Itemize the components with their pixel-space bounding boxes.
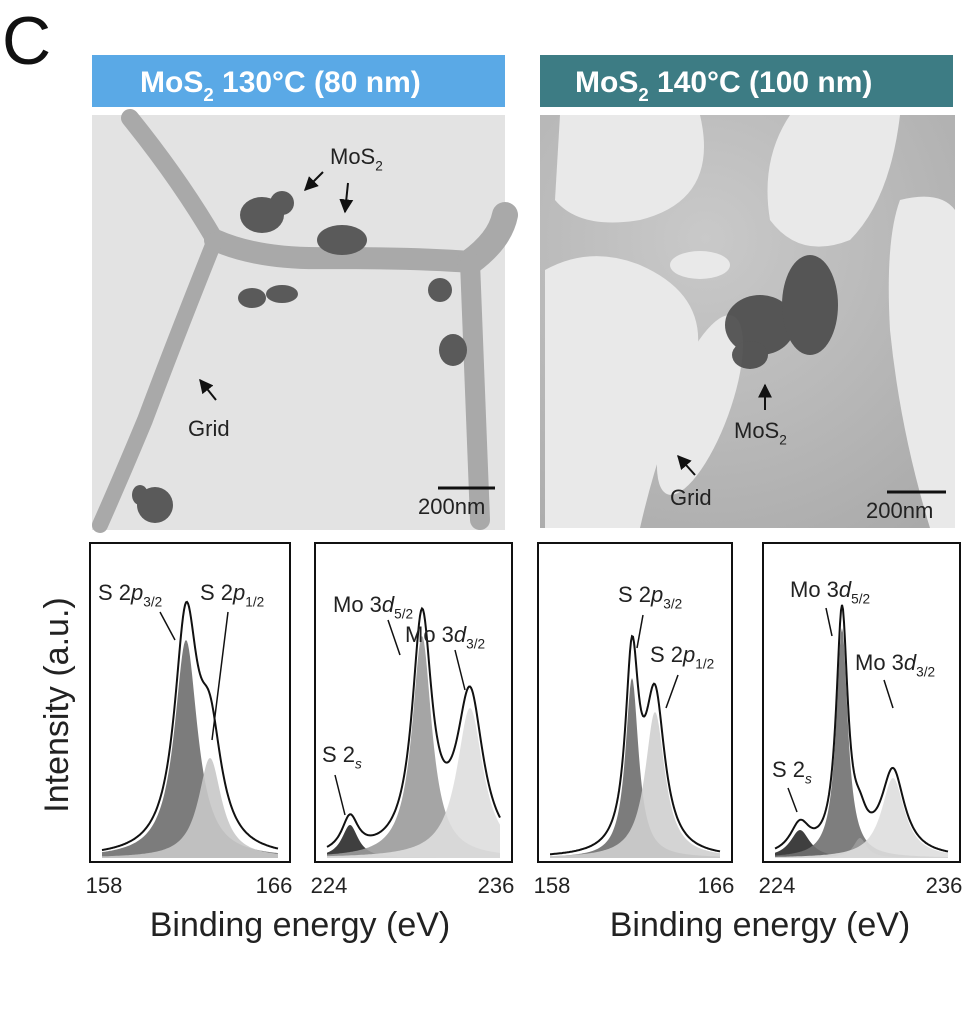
orbital: d bbox=[454, 622, 467, 647]
label-part: S 2 bbox=[772, 757, 805, 782]
label-part: 140°C (100 nm) bbox=[649, 66, 873, 99]
subscript: s bbox=[805, 772, 812, 787]
envelope bbox=[326, 606, 501, 848]
peak-label: Mo 3d5/2 bbox=[790, 577, 870, 607]
header-title: MoS2 140°C (100 nm) bbox=[575, 66, 872, 105]
subscript: 2 bbox=[375, 159, 383, 174]
peak-fill bbox=[327, 708, 500, 858]
label-part: Mo 3 bbox=[405, 622, 454, 647]
leader-line bbox=[825, 607, 833, 637]
subscript: 3/2 bbox=[916, 665, 935, 680]
leader-line bbox=[787, 787, 798, 813]
y-axis-label: Intensity (a.u.) bbox=[38, 597, 76, 812]
x-tick-label: 166 bbox=[698, 873, 735, 898]
x-axis-label: Binding energy (eV) bbox=[150, 906, 451, 944]
x-tick-label: 158 bbox=[534, 873, 571, 898]
header-title: MoS2 130°C (80 nm) bbox=[140, 66, 421, 105]
envelope bbox=[101, 600, 279, 852]
label-part: S 2 bbox=[98, 580, 131, 605]
peak-fill bbox=[102, 758, 278, 858]
scale-bar-label: 200nm bbox=[866, 498, 933, 523]
spectrum bbox=[314, 542, 513, 863]
subscript: 1/2 bbox=[245, 595, 264, 610]
peak-label: S 2p3/2 bbox=[98, 580, 162, 610]
particle-label: MoS2 bbox=[734, 418, 787, 448]
subscript: 3/2 bbox=[466, 637, 485, 652]
orbital: p bbox=[650, 582, 663, 607]
panel-label: C bbox=[2, 3, 51, 79]
peak-label: S 2p1/2 bbox=[650, 642, 714, 672]
leader-line bbox=[883, 679, 894, 709]
peak-fill bbox=[327, 636, 500, 858]
spectrum bbox=[89, 542, 291, 863]
orbital: d bbox=[382, 592, 395, 617]
peak-fill bbox=[775, 778, 948, 858]
scale-bar-label: 200nm bbox=[418, 494, 485, 519]
x-tick-label: 158 bbox=[86, 873, 123, 898]
x-tick-label: 236 bbox=[926, 873, 963, 898]
leader-line bbox=[211, 611, 229, 741]
x-axis-label: Binding energy (eV) bbox=[610, 906, 911, 944]
peak-label: S 2s bbox=[322, 742, 362, 772]
x-tick-label: 224 bbox=[311, 873, 348, 898]
label-part: Mo 3 bbox=[790, 577, 839, 602]
label-part: MoS bbox=[330, 144, 375, 169]
peak-label: Mo 3d3/2 bbox=[405, 622, 485, 652]
envelope bbox=[550, 634, 721, 856]
header-bar bbox=[92, 55, 505, 107]
label-part: MoS bbox=[734, 418, 779, 443]
orbital: p bbox=[130, 580, 143, 605]
subscript: 2 bbox=[203, 84, 213, 105]
peak-label: S 2p1/2 bbox=[200, 580, 264, 610]
x-tick-label: 166 bbox=[256, 873, 293, 898]
orbital: d bbox=[904, 650, 917, 675]
peak-label: S 2s bbox=[772, 757, 812, 787]
subscript: 3/2 bbox=[663, 597, 682, 612]
leader-line bbox=[387, 619, 401, 656]
particle-label: MoS2 bbox=[330, 144, 383, 174]
x-tick-label: 224 bbox=[759, 873, 796, 898]
tem-image bbox=[540, 115, 955, 528]
label-part: S 2 bbox=[200, 580, 233, 605]
tem-image bbox=[92, 109, 518, 533]
peak-fill bbox=[550, 678, 720, 858]
subscript: 2 bbox=[779, 433, 787, 448]
peak-label: Mo 3d3/2 bbox=[855, 650, 935, 680]
spectrum bbox=[762, 542, 961, 863]
header-bar bbox=[540, 55, 953, 107]
label-part: S 2 bbox=[618, 582, 651, 607]
grid-label: Grid bbox=[670, 485, 712, 510]
leader-line bbox=[159, 611, 176, 641]
label-part: S 2 bbox=[322, 742, 355, 767]
label-part: 130°C (80 nm) bbox=[214, 66, 421, 99]
orbital: d bbox=[839, 577, 852, 602]
peak-label: S 2p3/2 bbox=[618, 582, 682, 612]
x-tick-label: 236 bbox=[478, 873, 515, 898]
spectrum bbox=[537, 542, 733, 863]
leader-line bbox=[665, 674, 679, 709]
peak-fill bbox=[102, 640, 278, 858]
label-part: Mo 3 bbox=[333, 592, 382, 617]
orbital: p bbox=[682, 642, 695, 667]
label-part: Mo 3 bbox=[855, 650, 904, 675]
grid-label: Grid bbox=[188, 416, 230, 441]
subscript: 5/2 bbox=[394, 607, 413, 622]
subscript: 1/2 bbox=[695, 657, 714, 672]
label-part: MoS bbox=[575, 66, 638, 99]
leader-line bbox=[454, 649, 466, 691]
leader-line bbox=[636, 614, 644, 649]
envelope bbox=[774, 604, 949, 853]
leader-line bbox=[334, 774, 346, 816]
peak-label: Mo 3d5/2 bbox=[333, 592, 413, 622]
subscript: 5/2 bbox=[851, 592, 870, 607]
label-part: S 2 bbox=[650, 642, 683, 667]
peak-fill bbox=[550, 712, 720, 858]
subscript: 2 bbox=[638, 84, 648, 105]
orbital: p bbox=[232, 580, 245, 605]
label-part: MoS bbox=[140, 66, 203, 99]
subscript: s bbox=[355, 757, 362, 772]
subscript: 3/2 bbox=[143, 595, 162, 610]
